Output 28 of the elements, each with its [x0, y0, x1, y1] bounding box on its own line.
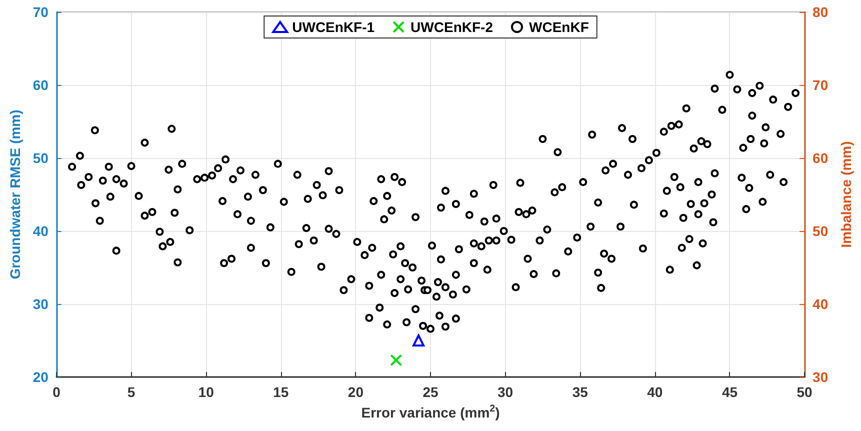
y-tick-label: 40 [32, 223, 49, 239]
x-tick-label: 10 [198, 384, 214, 400]
y2-axis-title: Imbalance (mm) [838, 141, 854, 248]
y2-tick-label: 50 [812, 223, 828, 239]
y-axis-title: Groundwater RMSE (mm) [7, 110, 23, 280]
x-tick-label: 25 [422, 384, 438, 400]
y-tick-label: 70 [32, 4, 49, 20]
x-tick-label: 50 [796, 384, 813, 400]
x-tick-label: 30 [498, 384, 514, 400]
y2-tick-label: 30 [812, 369, 828, 385]
legend-label: UWCEnKF-2 [410, 19, 494, 35]
x-tick-label: 35 [572, 384, 588, 400]
y2-tick-label: 80 [812, 4, 828, 20]
y-tick-label: 50 [32, 150, 49, 166]
y2-tick-label: 70 [812, 77, 828, 93]
x-tick-label: 40 [647, 384, 663, 400]
x-tick-label: 45 [722, 384, 738, 400]
y-tick-label: 60 [32, 77, 49, 93]
legend-label: UWCEnKF-1 [292, 19, 375, 35]
x-tick-label: 15 [273, 384, 289, 400]
y-tick-label: 20 [32, 369, 49, 385]
y2-tick-label: 40 [812, 296, 828, 312]
x-tick-label: 0 [52, 384, 61, 400]
x-tick-label: 20 [348, 384, 364, 400]
x-tick-label: 5 [127, 384, 136, 400]
legend-label: WCEnKF [528, 19, 590, 35]
y2-tick-label: 60 [812, 150, 828, 166]
y-tick-label: 30 [32, 296, 49, 312]
